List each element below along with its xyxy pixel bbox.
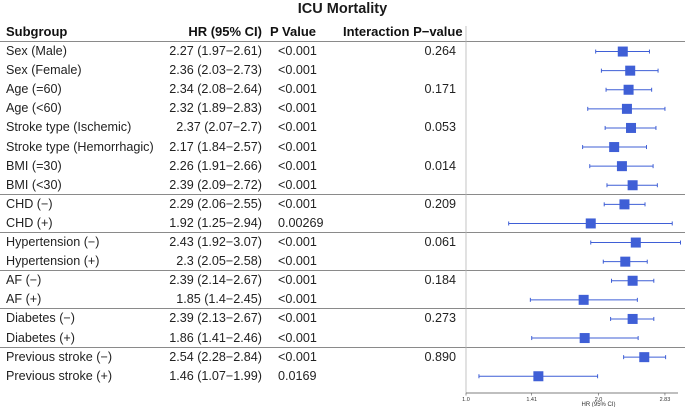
hr-point-marker — [616, 161, 627, 172]
subgroup-label: AF (−) — [6, 273, 42, 288]
hr-point-marker — [617, 46, 628, 57]
interaction-p-value: 0.890 — [424, 349, 456, 364]
hr-ci-value: 2.36 (2.03−2.73) — [169, 63, 262, 78]
hr-point-marker — [625, 65, 636, 76]
hr-ci-value: 1.92 (1.25−2.94) — [169, 215, 262, 230]
subgroup-label: Stroke type (Hemorrhagic) — [6, 139, 154, 154]
hr-ci-value: 2.29 (2.06−2.55) — [169, 196, 262, 211]
p-value: <0.001 — [278, 292, 317, 307]
interaction-p-value: 0.209 — [424, 196, 456, 211]
header-p-value: P Value — [270, 24, 317, 39]
p-value: <0.001 — [278, 330, 317, 345]
hr-ci-value: 2.54 (2.28−2.84) — [169, 349, 262, 364]
subgroup-label: Diabetes (−) — [6, 311, 75, 326]
hr-point-marker — [609, 142, 620, 153]
p-value: 0.0169 — [278, 368, 317, 383]
hr-ci-value: 2.37 (2.07−2.7) — [176, 120, 262, 135]
hr-ci-value: 2.43 (1.92−3.07) — [169, 235, 262, 249]
x-tick-label: 1.41 — [526, 397, 537, 403]
group-divider — [0, 232, 685, 233]
p-value: <0.001 — [278, 311, 317, 326]
p-value: <0.001 — [278, 44, 317, 58]
interaction-p-value: 0.264 — [424, 44, 456, 58]
header-interaction-p-value: Interaction P−value — [343, 24, 463, 39]
header-hr: HR (95% CI) — [188, 24, 262, 39]
interaction-p-value: 0.053 — [424, 120, 456, 135]
p-value: 0.00269 — [278, 215, 324, 230]
p-value: <0.001 — [278, 101, 317, 116]
p-value: <0.001 — [278, 254, 317, 269]
hr-ci-value: 1.85 (1.4−2.45) — [176, 292, 262, 307]
subgroup-label: Hypertension (−) — [6, 235, 100, 249]
group-divider — [0, 346, 685, 348]
hr-ci-value: 2.27 (1.97−2.61) — [169, 44, 262, 58]
interaction-p-value: 0.184 — [424, 273, 456, 288]
hr-point-marker — [619, 199, 630, 210]
subgroup-label: Age (=60) — [6, 82, 62, 97]
interaction-p-value: 0.014 — [424, 158, 456, 173]
x-tick-label: 2.0 — [595, 397, 603, 403]
p-value: <0.001 — [278, 177, 317, 192]
p-value: <0.001 — [278, 158, 317, 173]
interaction-p-value: 0.061 — [424, 235, 456, 249]
x-tick-label: 1.0 — [462, 397, 470, 403]
group-divider — [0, 308, 685, 310]
hr-point-marker — [620, 256, 631, 267]
hr-ci-value: 2.39 (2.13−2.67) — [169, 311, 262, 326]
subgroup-label: BMI (=30) — [6, 158, 62, 173]
p-value: <0.001 — [278, 196, 317, 211]
p-value: <0.001 — [278, 82, 317, 97]
subgroup-label: AF (+) — [6, 292, 42, 307]
subgroup-label: Sex (Male) — [6, 44, 67, 58]
subgroup-label: Hypertension (+) — [6, 254, 100, 269]
group-divider — [0, 41, 685, 42]
subgroup-label: BMI (<30) — [6, 177, 62, 192]
p-value: <0.001 — [278, 235, 317, 249]
subgroup-label: Stroke type (Ischemic) — [6, 120, 132, 135]
hr-ci-value: 2.3 (2.05−2.58) — [176, 254, 262, 269]
hr-point-marker — [579, 333, 590, 344]
hr-ci-value: 2.32 (1.89−2.83) — [169, 101, 262, 116]
hr-point-marker — [627, 180, 638, 191]
p-value: <0.001 — [278, 349, 317, 364]
subgroup-label: Diabetes (+) — [6, 330, 75, 345]
hr-point-marker — [621, 103, 632, 114]
group-divider — [0, 193, 685, 195]
hr-point-marker — [578, 294, 589, 305]
hr-ci-value: 2.17 (1.84−2.57) — [169, 139, 262, 154]
hr-ci-value: 1.86 (1.41−2.46) — [169, 330, 262, 345]
subgroup-label: CHD (+) — [6, 215, 53, 230]
subgroup-label: Age (<60) — [6, 101, 62, 116]
hr-point-marker — [639, 352, 650, 363]
p-value: <0.001 — [278, 139, 317, 154]
p-value: <0.001 — [278, 63, 317, 78]
x-tick-label: 2.83 — [660, 397, 671, 403]
hr-ci-value: 2.39 (2.14−2.67) — [169, 273, 262, 288]
p-value: <0.001 — [278, 120, 317, 135]
interaction-p-value: 0.171 — [424, 82, 456, 97]
hr-ci-value: 2.26 (1.91−2.66) — [169, 158, 262, 173]
interaction-p-value: 0.273 — [424, 311, 456, 326]
subgroup-label: Previous stroke (−) — [6, 349, 113, 364]
group-divider — [0, 270, 685, 272]
hr-ci-value: 1.46 (1.07−1.99) — [169, 368, 262, 383]
header-subgroup: Subgroup — [6, 24, 68, 39]
subgroup-label: Sex (Female) — [6, 63, 82, 78]
hr-point-marker — [627, 275, 638, 286]
hr-point-marker — [585, 218, 596, 229]
x-axis-label: HR (95% CI) — [582, 402, 616, 407]
chart-title: ICU Mortality — [297, 1, 388, 17]
hr-point-marker — [626, 122, 637, 133]
hr-point-marker — [623, 84, 634, 95]
p-value: <0.001 — [278, 273, 317, 288]
hr-ci-value: 2.34 (2.08−2.64) — [169, 82, 262, 97]
hr-ci-value: 2.39 (2.09−2.72) — [169, 177, 262, 192]
subgroup-label: Previous stroke (+) — [6, 368, 113, 383]
subgroup-label: CHD (−) — [6, 196, 53, 211]
hr-point-marker — [627, 313, 638, 324]
hr-point-marker — [630, 237, 641, 248]
hr-point-marker — [533, 371, 544, 382]
